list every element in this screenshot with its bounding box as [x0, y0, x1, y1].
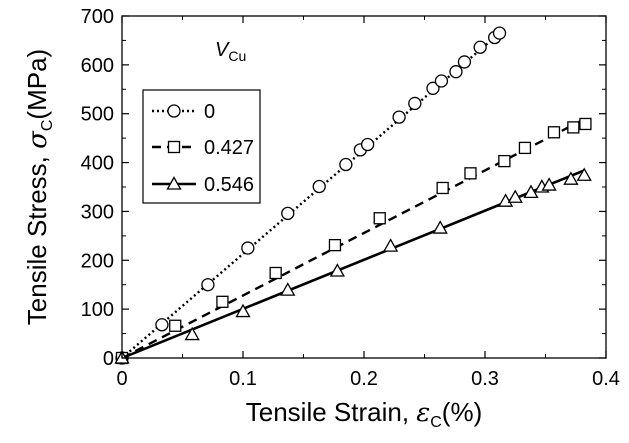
y-tick-label: 700 [81, 6, 114, 28]
data-point [492, 26, 507, 40]
series-0 [115, 26, 507, 365]
data-point [579, 117, 592, 131]
data-point [507, 189, 523, 203]
data-point [216, 295, 229, 308]
series-0.546 [114, 167, 592, 364]
data-point [235, 303, 251, 318]
data-point [169, 319, 182, 332]
x-tick-label: 0.4 [592, 368, 620, 390]
axis-labels: Tensile Strain, εC(%) Tensile Stress, σC(… [22, 49, 482, 431]
data-point [269, 266, 282, 280]
data-point [408, 96, 422, 111]
series-0.427 [115, 117, 592, 365]
x-tick-label: 0.3 [471, 368, 499, 390]
data-point [523, 184, 539, 199]
x-tick-label: 0 [116, 368, 127, 390]
legend-label: 0.546 [204, 174, 254, 196]
data-point [449, 65, 463, 79]
data-point [312, 179, 326, 194]
data-point [541, 177, 557, 191]
data-point [497, 193, 514, 207]
data-point [281, 206, 295, 221]
legend-item: 0.427 [152, 137, 254, 159]
legend-label: 0 [204, 101, 215, 123]
y-tick-label: 500 [81, 104, 114, 126]
y-tick-label: 600 [81, 55, 114, 77]
legend-item: 0 [152, 101, 215, 123]
data-point [329, 263, 345, 277]
series-line [121, 117, 586, 360]
data-point [547, 126, 561, 139]
y-axis-label: Tensile Stress, σC(MPa) [22, 49, 56, 325]
plot-area [114, 26, 592, 365]
x-tick-label: 0.1 [229, 368, 257, 390]
legend-title: VCu [215, 39, 246, 64]
y-tick-label: 100 [81, 299, 114, 321]
data-point [184, 326, 200, 341]
data-point [498, 154, 511, 168]
legend-item: 0.546 [152, 174, 254, 196]
data-point [280, 282, 296, 296]
data-point [155, 318, 169, 332]
axes: 0 0.1 0.2 0.3 0.4 0 100 200 300 400 500 600 700 [81, 6, 620, 390]
data-point [328, 238, 342, 252]
data-point [373, 212, 386, 225]
x-tick-label: 0.2 [350, 368, 378, 390]
data-point [436, 181, 449, 195]
data-point [360, 137, 375, 152]
data-point [383, 238, 399, 252]
data-point [563, 171, 579, 185]
y-tick-label: 0 [103, 348, 114, 370]
y-tick-label: 300 [81, 201, 114, 223]
data-point [567, 121, 580, 134]
data-point [339, 157, 353, 172]
data-point [576, 167, 592, 181]
data-point [518, 141, 532, 155]
y-tick-label: 400 [81, 153, 114, 175]
legend-label: 0.427 [204, 137, 254, 159]
legend-marker [167, 140, 181, 154]
data-point [473, 40, 487, 54]
legend: VCu 0 0.427 0.546 [142, 39, 261, 204]
x-axis-label: Tensile Strain, εC(%) [246, 397, 482, 431]
y-tick-label: 200 [81, 250, 114, 272]
data-point [201, 278, 215, 292]
data-point [432, 220, 448, 234]
data-point [241, 241, 255, 255]
legend-marker [167, 104, 181, 118]
data-point [426, 81, 440, 95]
legend-marker [166, 176, 182, 190]
data-point [464, 167, 477, 180]
data-point [392, 110, 406, 124]
data-point [457, 55, 472, 69]
data-point [434, 74, 449, 88]
